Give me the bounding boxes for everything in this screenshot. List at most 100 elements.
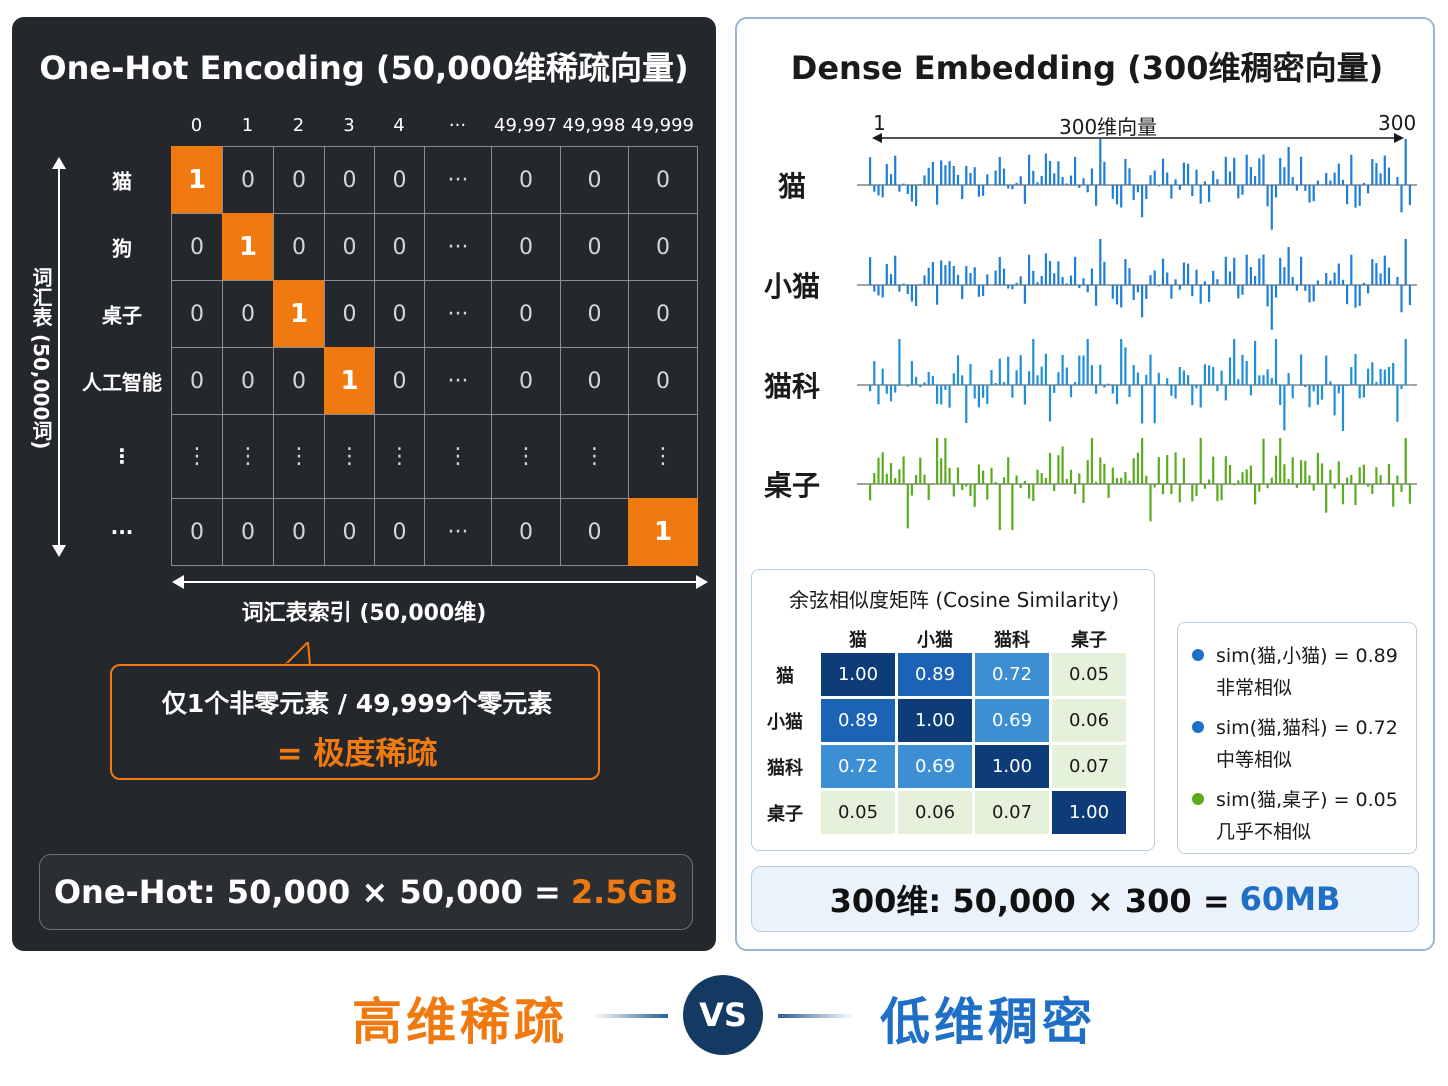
matrix-cell: 0 (560, 280, 629, 348)
embedding-bar (1212, 270, 1215, 285)
matrix-cell: ··· (424, 146, 492, 214)
embedding-bar (1291, 277, 1294, 285)
embedding-bar (944, 385, 947, 390)
cosine-cell: 0.72 (974, 652, 1050, 697)
embedding-bar (1136, 285, 1139, 293)
embedding-bar (1350, 254, 1353, 285)
embedding-bar (1346, 185, 1349, 205)
embedding-bar (1153, 484, 1156, 488)
embedding-bar (1157, 185, 1160, 187)
embedding-bar (1078, 355, 1081, 385)
embedding-bar (1023, 185, 1026, 204)
matrix-cell: 0 (324, 280, 375, 348)
embedding-bar (1262, 254, 1265, 285)
embedding-bar (889, 463, 893, 484)
embedding-bar (894, 155, 897, 185)
embedding-bar (1346, 385, 1349, 387)
embedding-bar (1174, 385, 1177, 399)
embedding-bar (881, 185, 884, 198)
embedding-bar (923, 275, 926, 285)
matrix-cell: 0 (324, 213, 375, 281)
embedding-bar (1044, 153, 1047, 185)
embedding-bar (1320, 463, 1324, 484)
embedding-bar (919, 183, 922, 185)
embedding-bar (1002, 382, 1006, 385)
embedding-bar (902, 456, 905, 484)
embedding-bar (906, 385, 909, 387)
embedding-bar (1145, 185, 1148, 199)
embedding-bar (1011, 185, 1014, 190)
embedding-bar (1312, 385, 1315, 392)
embedding-bar (1241, 285, 1244, 295)
embedding-bar (1103, 463, 1106, 484)
formula-result: 2.5GB (570, 873, 679, 911)
embedding-bar (1069, 275, 1073, 285)
matrix-cell: 0 (374, 213, 425, 281)
embedding-bar (1300, 354, 1303, 385)
embedding-bar (898, 469, 901, 484)
embedding-bar (1065, 183, 1068, 185)
embedding-bar (1270, 477, 1273, 484)
vocab-row-label: ⋮ (112, 444, 132, 468)
embedding-bar (1375, 263, 1378, 285)
embedding-bar (1141, 185, 1144, 218)
embedding-bar (1199, 385, 1202, 408)
cosine-cell: 0.05 (820, 790, 896, 835)
cosine-cell: 0.07 (974, 790, 1050, 835)
embedding-bar (1220, 370, 1223, 385)
embedding-bar (1048, 161, 1052, 185)
embedding-bar (1266, 484, 1269, 489)
embedding-bar (1270, 185, 1273, 230)
matrix-cell: ⋮ (273, 414, 325, 499)
embedding-bar (1153, 170, 1156, 185)
embedding-bar (1002, 477, 1006, 484)
embedding-bar (1392, 484, 1395, 507)
embedding-bar (1408, 285, 1411, 306)
embedding-bar (936, 285, 939, 305)
embedding-bar (1157, 457, 1160, 484)
cosine-row-header: 桌子 (767, 804, 803, 825)
embedding-bar (1396, 277, 1399, 285)
embedding-bar (919, 385, 922, 388)
embedding-bar (1337, 163, 1340, 185)
embedding-bar (1099, 457, 1102, 484)
matrix-cell: 0 (628, 280, 698, 348)
embedding-bar (1086, 339, 1089, 385)
embedding-bar (1120, 339, 1123, 385)
embedding-bar (1019, 276, 1022, 285)
embedding-bar (965, 265, 968, 285)
matrix-cell: ⋮ (628, 414, 698, 499)
embedding-bar (1136, 185, 1139, 193)
embedding-bar (1111, 285, 1114, 299)
embedding-bar (1408, 185, 1411, 206)
embedding-bar (1283, 267, 1286, 285)
embedding-bar (1061, 277, 1064, 285)
embedding-bar (1132, 458, 1135, 484)
vocab-row-label: 猫 (112, 169, 132, 193)
embedding-bar (1111, 185, 1114, 199)
embedding-word: 猫科 (763, 370, 820, 403)
embedding-bar (936, 438, 939, 484)
cosine-row-header: 猫 (776, 666, 794, 687)
embedding-bar (1392, 362, 1395, 385)
matrix-cell: 0 (560, 146, 629, 214)
formula-result: 60MB (1239, 880, 1341, 918)
embedding-bar (1074, 484, 1077, 494)
embedding-bar (1028, 154, 1031, 185)
embedding-bar (1011, 285, 1014, 290)
hot-cell: 1 (324, 347, 375, 415)
embedding-bar (1396, 385, 1399, 422)
embedding-bar (923, 474, 926, 484)
embedding-bar (1291, 177, 1294, 185)
embedding-bar (1241, 185, 1244, 195)
embedding-bar (877, 285, 880, 296)
cosine-cell: 1.00 (974, 744, 1050, 789)
column-index-header: 2 (292, 115, 305, 136)
matrix-cell: 0 (491, 347, 561, 415)
embedding-bar (1249, 267, 1252, 285)
embedding-bar (1074, 382, 1077, 385)
embedding-bar (1090, 268, 1093, 285)
embedding-bar (1245, 254, 1248, 285)
embedding-bar (1224, 385, 1227, 401)
embedding-bar (1103, 385, 1106, 388)
